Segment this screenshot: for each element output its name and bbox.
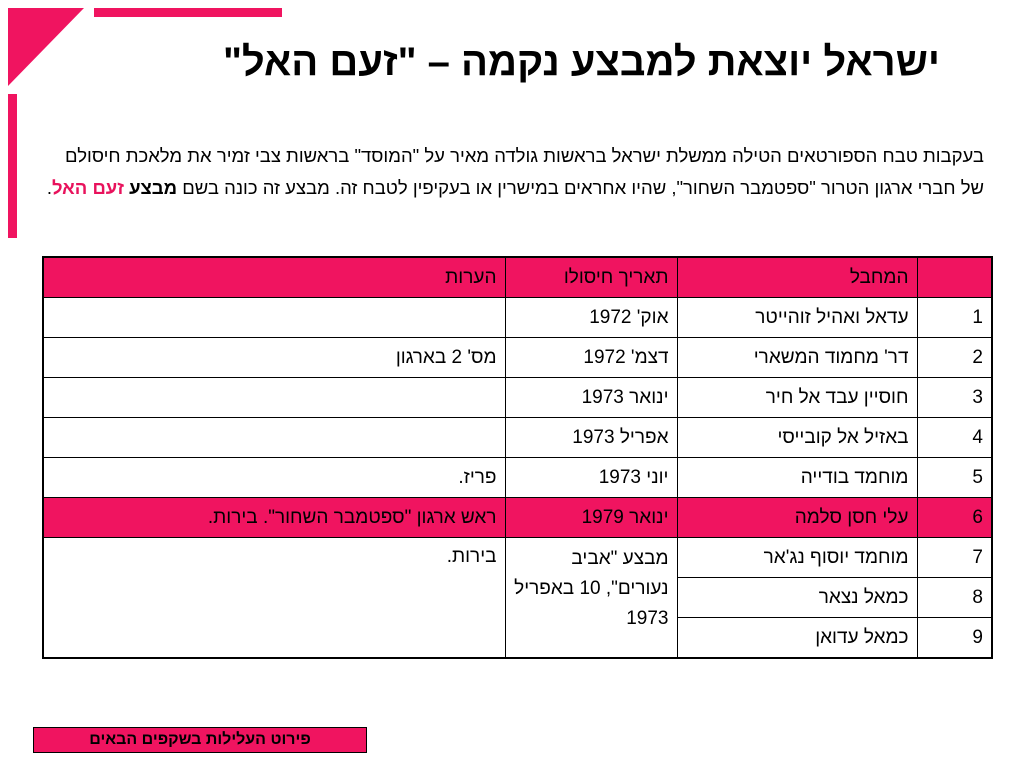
group-operation-date: מבצע "אביב נעורים", 10 באפריל 1973 (504, 537, 678, 659)
page-title: ישראל יוצאת למבצע נקמה – "זעם האל" (222, 40, 940, 84)
row-num: 4 (916, 417, 993, 458)
row-date: ינואר 1973 (504, 377, 678, 418)
row-num: 7 (916, 537, 993, 578)
header-num (916, 256, 993, 298)
row-notes (42, 297, 506, 338)
row-num: 3 (916, 377, 993, 418)
table-row-highlighted: 6 עלי חסן סלמה ינואר 1979 ראש ארגון "ספט… (42, 497, 993, 538)
row-num: 6 (916, 497, 993, 538)
row-notes: מס' 2 בארגון (42, 337, 506, 378)
row-target: באזיל אל קובייסי (676, 417, 918, 458)
header-target: המחבל (676, 256, 918, 298)
row-date: יוני 1973 (504, 457, 678, 498)
row-date: דצמ' 1972 (504, 337, 678, 378)
row-num: 5 (916, 457, 993, 498)
row-date: אוק' 1972 (504, 297, 678, 338)
header-date: תאריך חיסולו (504, 256, 678, 298)
table-header-row: המחבל תאריך חיסולו הערות (42, 256, 993, 298)
table-row: 1 עדאל ואהיל זוהייטר אוק' 1972 (42, 297, 993, 338)
table-row: 2 דר' מחמוד המשארי דצמ' 1972 מס' 2 בארגו… (42, 337, 993, 378)
operation-name-highlight: זעם האל (51, 176, 124, 198)
intro-text: בעקבות טבח הספורטאים הטילה ממשלת ישראל ב… (65, 145, 984, 198)
table-row: 7 מוחמד יוסוף נג'אר מבצע "אביב נעורים", … (42, 537, 993, 659)
row-num: 9 (916, 617, 993, 659)
header-notes: הערות (42, 256, 506, 298)
row-num: 2 (916, 337, 993, 378)
table-row: 9 כמאל עדואן (43, 617, 993, 659)
intro-paragraph: בעקבות טבח הספורטאים הטילה ממשלת ישראל ב… (38, 140, 984, 203)
row-target: חוסיין עבד אל חיר (676, 377, 918, 418)
row-notes: פריז. (42, 457, 506, 498)
table-row: 3 חוסיין עבד אל חיר ינואר 1973 (42, 377, 993, 418)
row-target: עדאל ואהיל זוהייטר (676, 297, 918, 338)
row-notes (42, 417, 506, 458)
intro-bold-word: מבצע (129, 176, 178, 198)
table-row: 4 באזיל אל קובייסי אפריל 1973 (42, 417, 993, 458)
table-row: 8 כמאל נצאר (43, 577, 993, 618)
row-notes (42, 377, 506, 418)
targets-table: המחבל תאריך חיסולו הערות 1 עדאל ואהיל זו… (42, 256, 993, 659)
row-target: מוחמד בודייה (676, 457, 918, 498)
row-num: 1 (916, 297, 993, 338)
row-target: כמאל עדואן (676, 617, 918, 659)
row-num: 8 (916, 577, 993, 618)
row-date: ינואר 1979 (504, 497, 678, 538)
row-target: דר' מחמוד המשארי (676, 337, 918, 378)
row-target: כמאל נצאר (676, 577, 918, 618)
corner-decoration (0, 0, 290, 245)
row-target: עלי חסן סלמה (676, 497, 918, 538)
group-notes: בירות. (42, 537, 506, 659)
row-notes: ראש ארגון "ספטמבר השחור". בירות. (42, 497, 506, 538)
next-slides-button[interactable]: פירוט העלילות בשקפים הבאים (33, 727, 367, 753)
table-row: 5 מוחמד בודייה יוני 1973 פריז. (42, 457, 993, 498)
intro-end: . (46, 176, 52, 198)
row-date: אפריל 1973 (504, 417, 678, 458)
row-target: מוחמד יוסוף נג'אר (676, 537, 918, 578)
